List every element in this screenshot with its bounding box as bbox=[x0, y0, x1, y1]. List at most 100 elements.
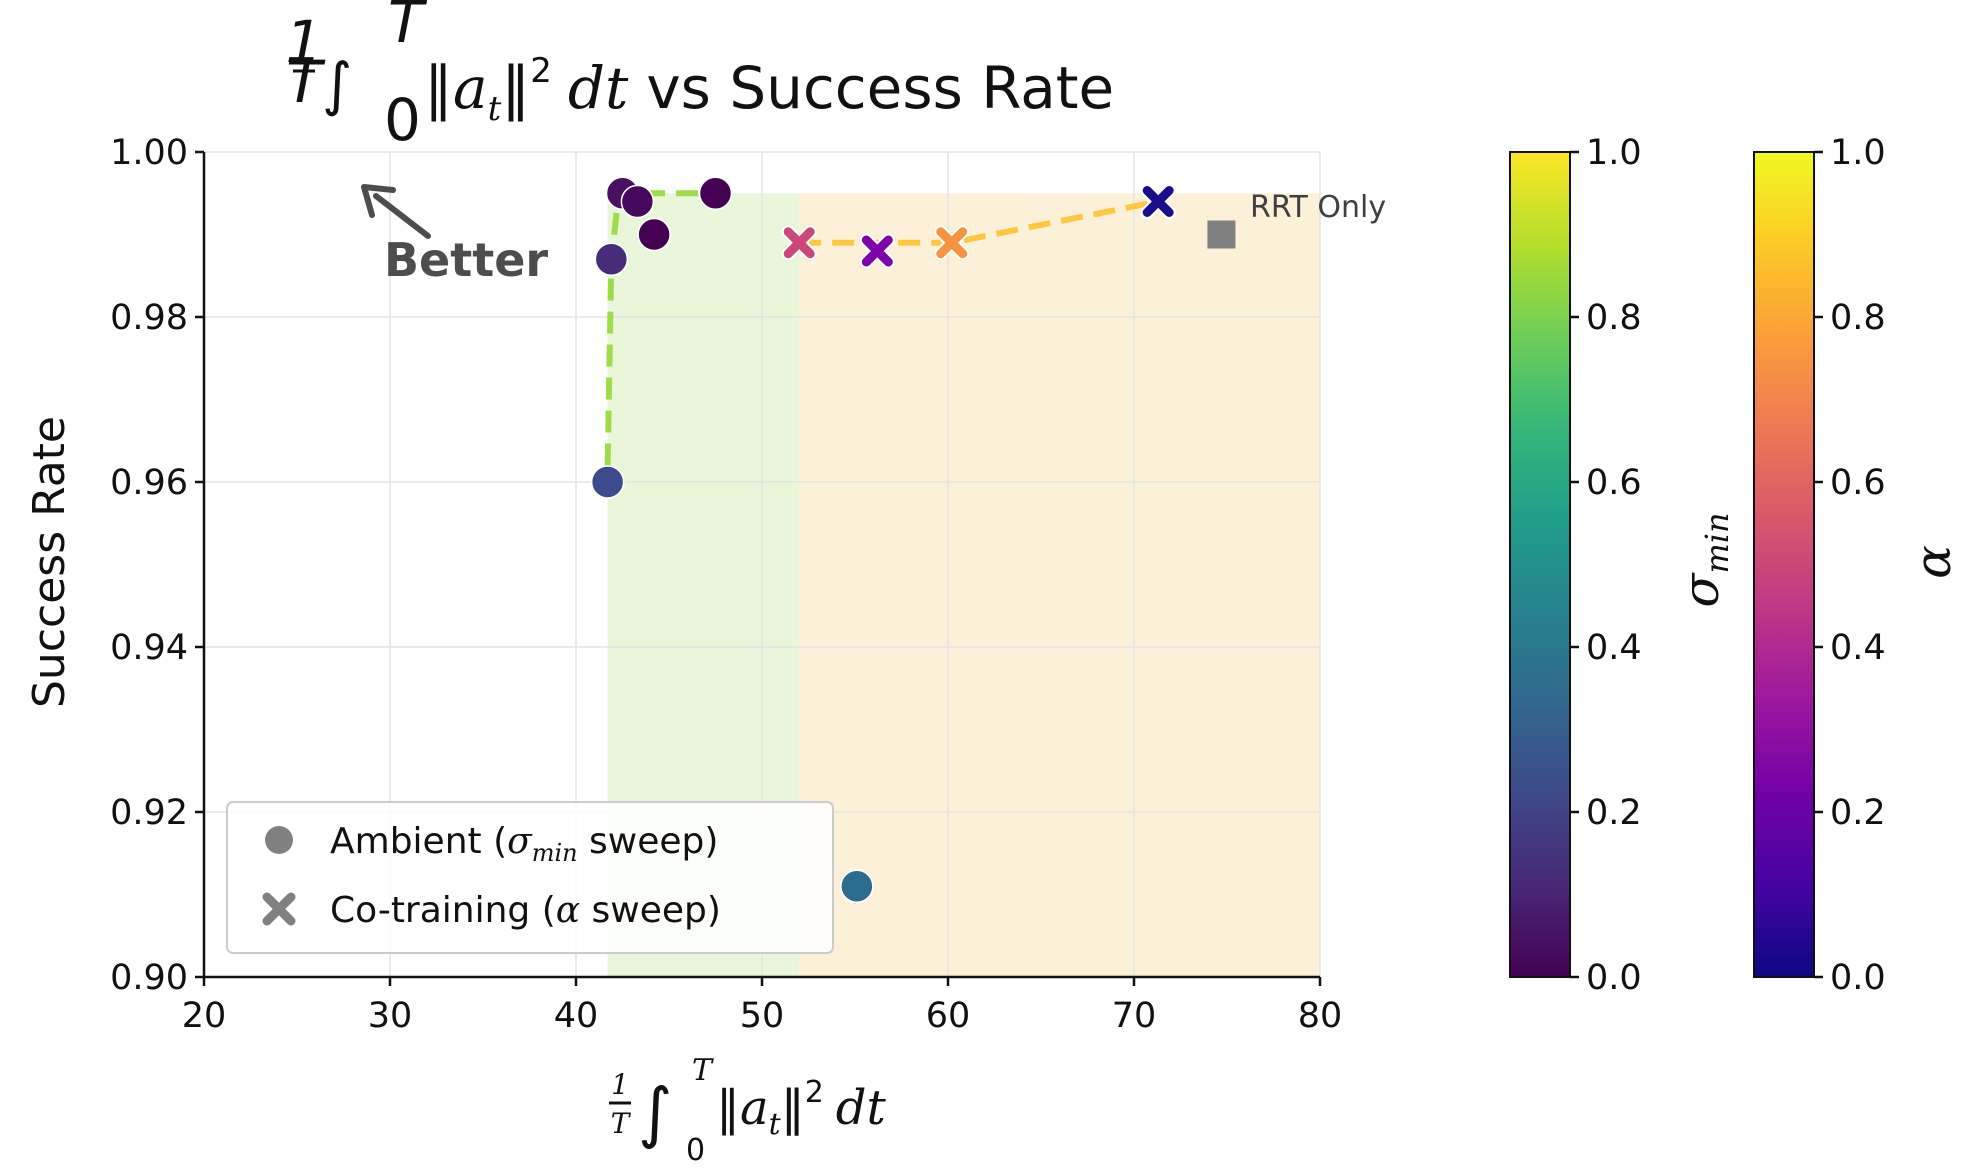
title-integral-upper: T bbox=[388, 0, 428, 56]
xlabel-integral-upper: T bbox=[692, 1053, 714, 1088]
sigma-colorbar-label: σmin bbox=[1672, 512, 1736, 607]
point-rrt-only bbox=[1207, 220, 1236, 249]
point-x-stroke-b bbox=[861, 235, 893, 267]
title-expr: ‖at‖2 dt vs Success Rate bbox=[424, 51, 1114, 129]
xlabel-frac-num: 1 bbox=[611, 1068, 629, 1101]
point-x-stroke-b bbox=[936, 227, 968, 259]
legend-cotraining-prefix: Co-training ( bbox=[330, 890, 556, 931]
better-arrow-shaft bbox=[373, 193, 431, 239]
xlabel-integral-lower: 0 bbox=[686, 1133, 705, 1168]
legend-box bbox=[226, 801, 834, 954]
point-cotraining bbox=[781, 225, 817, 261]
xlabel-frac-den: T bbox=[611, 1107, 632, 1140]
title-dt: dt bbox=[568, 54, 629, 122]
point-cotraining bbox=[1140, 184, 1176, 219]
legend-x-stroke-b bbox=[262, 892, 296, 926]
point-x-stroke-b bbox=[783, 227, 815, 259]
point-ambient bbox=[590, 465, 625, 499]
x-tick-label: 40 bbox=[554, 996, 599, 1036]
point-ambient bbox=[840, 869, 874, 903]
x-tick-label: 50 bbox=[740, 996, 785, 1036]
title-frac-den: T bbox=[286, 48, 326, 116]
xlabel-expr: ‖at‖2 dt bbox=[716, 1075, 887, 1142]
colorbar-tick-label: 0.6 bbox=[1830, 463, 1886, 503]
legend-ambient-symbol: σ bbox=[507, 821, 533, 862]
y-tick-label: 1.00 bbox=[110, 133, 188, 173]
data-points bbox=[590, 176, 1236, 903]
x-tick-label: 20 bbox=[182, 996, 227, 1036]
better-label: Better bbox=[384, 233, 548, 287]
legend-circle-marker bbox=[265, 826, 293, 854]
title-expr-sub: t bbox=[488, 89, 502, 129]
better-arrow-head bbox=[361, 184, 396, 218]
point-ambient bbox=[637, 217, 671, 252]
title-integral: ∫ bbox=[322, 50, 352, 118]
point-cotraining bbox=[859, 233, 895, 269]
legend-x-marker bbox=[262, 892, 296, 926]
title-expr-end: ‖ bbox=[501, 54, 530, 122]
colorbar-tick-label: 0.4 bbox=[1586, 628, 1642, 668]
axes: 20 30 40 50 60 70 80 0.90 0.92 0.94 0.96 0.98 1.00 bbox=[110, 133, 1342, 1036]
legend: Ambient (σmin sweep) Co-training (α swee… bbox=[226, 801, 834, 954]
legend-entry-ambient: Ambient (σmin sweep) bbox=[330, 821, 718, 867]
point-cotraining bbox=[934, 225, 970, 261]
alpha-colorbar: 0.0 0.2 0.4 0.6 0.8 1.0 α bbox=[1753, 133, 1962, 998]
legend-ambient-sub: min bbox=[532, 839, 578, 867]
colorbar-tick-label: 0.8 bbox=[1830, 298, 1886, 338]
legend-cotraining-symbol: α bbox=[556, 890, 580, 931]
x-tick-label: 30 bbox=[368, 996, 413, 1036]
legend-entry-cotraining: Co-training (α sweep) bbox=[330, 890, 721, 931]
sigma-label-sub: min bbox=[1698, 512, 1736, 573]
title-frac-num: 1 bbox=[286, 8, 323, 76]
sigma-colorbar-gradient bbox=[1509, 151, 1571, 978]
xlabel-expr-sub: t bbox=[769, 1107, 782, 1142]
colorbar-tick-label: 1.0 bbox=[1586, 133, 1642, 173]
colorbar-tick-label: 0.6 bbox=[1586, 463, 1642, 503]
xlabel-integral: ∫ bbox=[638, 1074, 672, 1151]
y-tick-label: 0.96 bbox=[110, 463, 188, 503]
title-expr-sup: 2 bbox=[530, 51, 552, 91]
title-integral-lower: 0 bbox=[384, 86, 421, 154]
alpha-colorbar-ticks: 0.0 0.2 0.4 0.6 0.8 1.0 bbox=[1814, 133, 1886, 998]
colorbar-tick-label: 0.0 bbox=[1830, 958, 1886, 998]
y-tick-label: 0.90 bbox=[110, 958, 188, 998]
colorbar-tick-label: 0.2 bbox=[1830, 793, 1886, 833]
y-tick-label: 0.98 bbox=[110, 298, 188, 338]
x-tick-label: 60 bbox=[926, 996, 971, 1036]
alpha-colorbar-gradient bbox=[1753, 151, 1815, 978]
legend-ambient-suffix: sweep) bbox=[578, 821, 719, 862]
shaded-region-cotraining-frontier bbox=[799, 193, 1320, 977]
colorbar-tick-label: 0.4 bbox=[1830, 628, 1886, 668]
colorbar-tick-label: 0.2 bbox=[1586, 793, 1642, 833]
point-ambient bbox=[698, 176, 733, 210]
point-ambient bbox=[620, 184, 655, 219]
legend-cotraining-suffix: sweep) bbox=[580, 890, 721, 931]
y-tick-label: 0.92 bbox=[110, 793, 188, 833]
y-tick-label: 0.94 bbox=[110, 628, 188, 668]
colorbar-tick-label: 1.0 bbox=[1830, 133, 1886, 173]
point-ambient bbox=[594, 242, 629, 276]
x-tick-label: 70 bbox=[1112, 996, 1157, 1036]
point-x-stroke-b bbox=[1142, 186, 1174, 217]
title-expr-start: ‖a bbox=[424, 54, 488, 122]
shaded-regions bbox=[607, 193, 1320, 977]
xlabel-expr-end: ‖ bbox=[781, 1080, 805, 1136]
colorbar-tick-label: 0.8 bbox=[1586, 298, 1642, 338]
x-tick-label: 80 bbox=[1298, 996, 1343, 1036]
title-suffix: vs Success Rate bbox=[646, 54, 1114, 122]
colorbar-tick-label: 0.0 bbox=[1586, 958, 1642, 998]
rrt-only-label: RRT Only bbox=[1250, 190, 1386, 225]
better-annotation: Better bbox=[361, 184, 548, 287]
xlabel-dt: dt bbox=[836, 1080, 887, 1136]
alpha-colorbar-label: α bbox=[1904, 545, 1962, 579]
frontier-line-1 bbox=[799, 198, 1159, 246]
xlabel-expr-start: ‖a bbox=[716, 1080, 769, 1136]
chart-title: 1 T ∫ T 0 ‖at‖2 dt vs Success Rate bbox=[286, 0, 1115, 154]
y-axis-title: Success Rate bbox=[24, 416, 75, 708]
x-axis-title: 1 T ∫ T 0 ‖at‖2 dt bbox=[609, 1053, 887, 1168]
legend-ambient-prefix: Ambient ( bbox=[330, 821, 507, 862]
sigma-colorbar-ticks: 0.0 0.2 0.4 0.6 0.8 1.0 bbox=[1570, 133, 1642, 998]
sigma-min-colorbar: 0.0 0.2 0.4 0.6 0.8 1.0 σmin bbox=[1509, 133, 1736, 998]
sigma-label-symbol: σ bbox=[1672, 572, 1730, 608]
